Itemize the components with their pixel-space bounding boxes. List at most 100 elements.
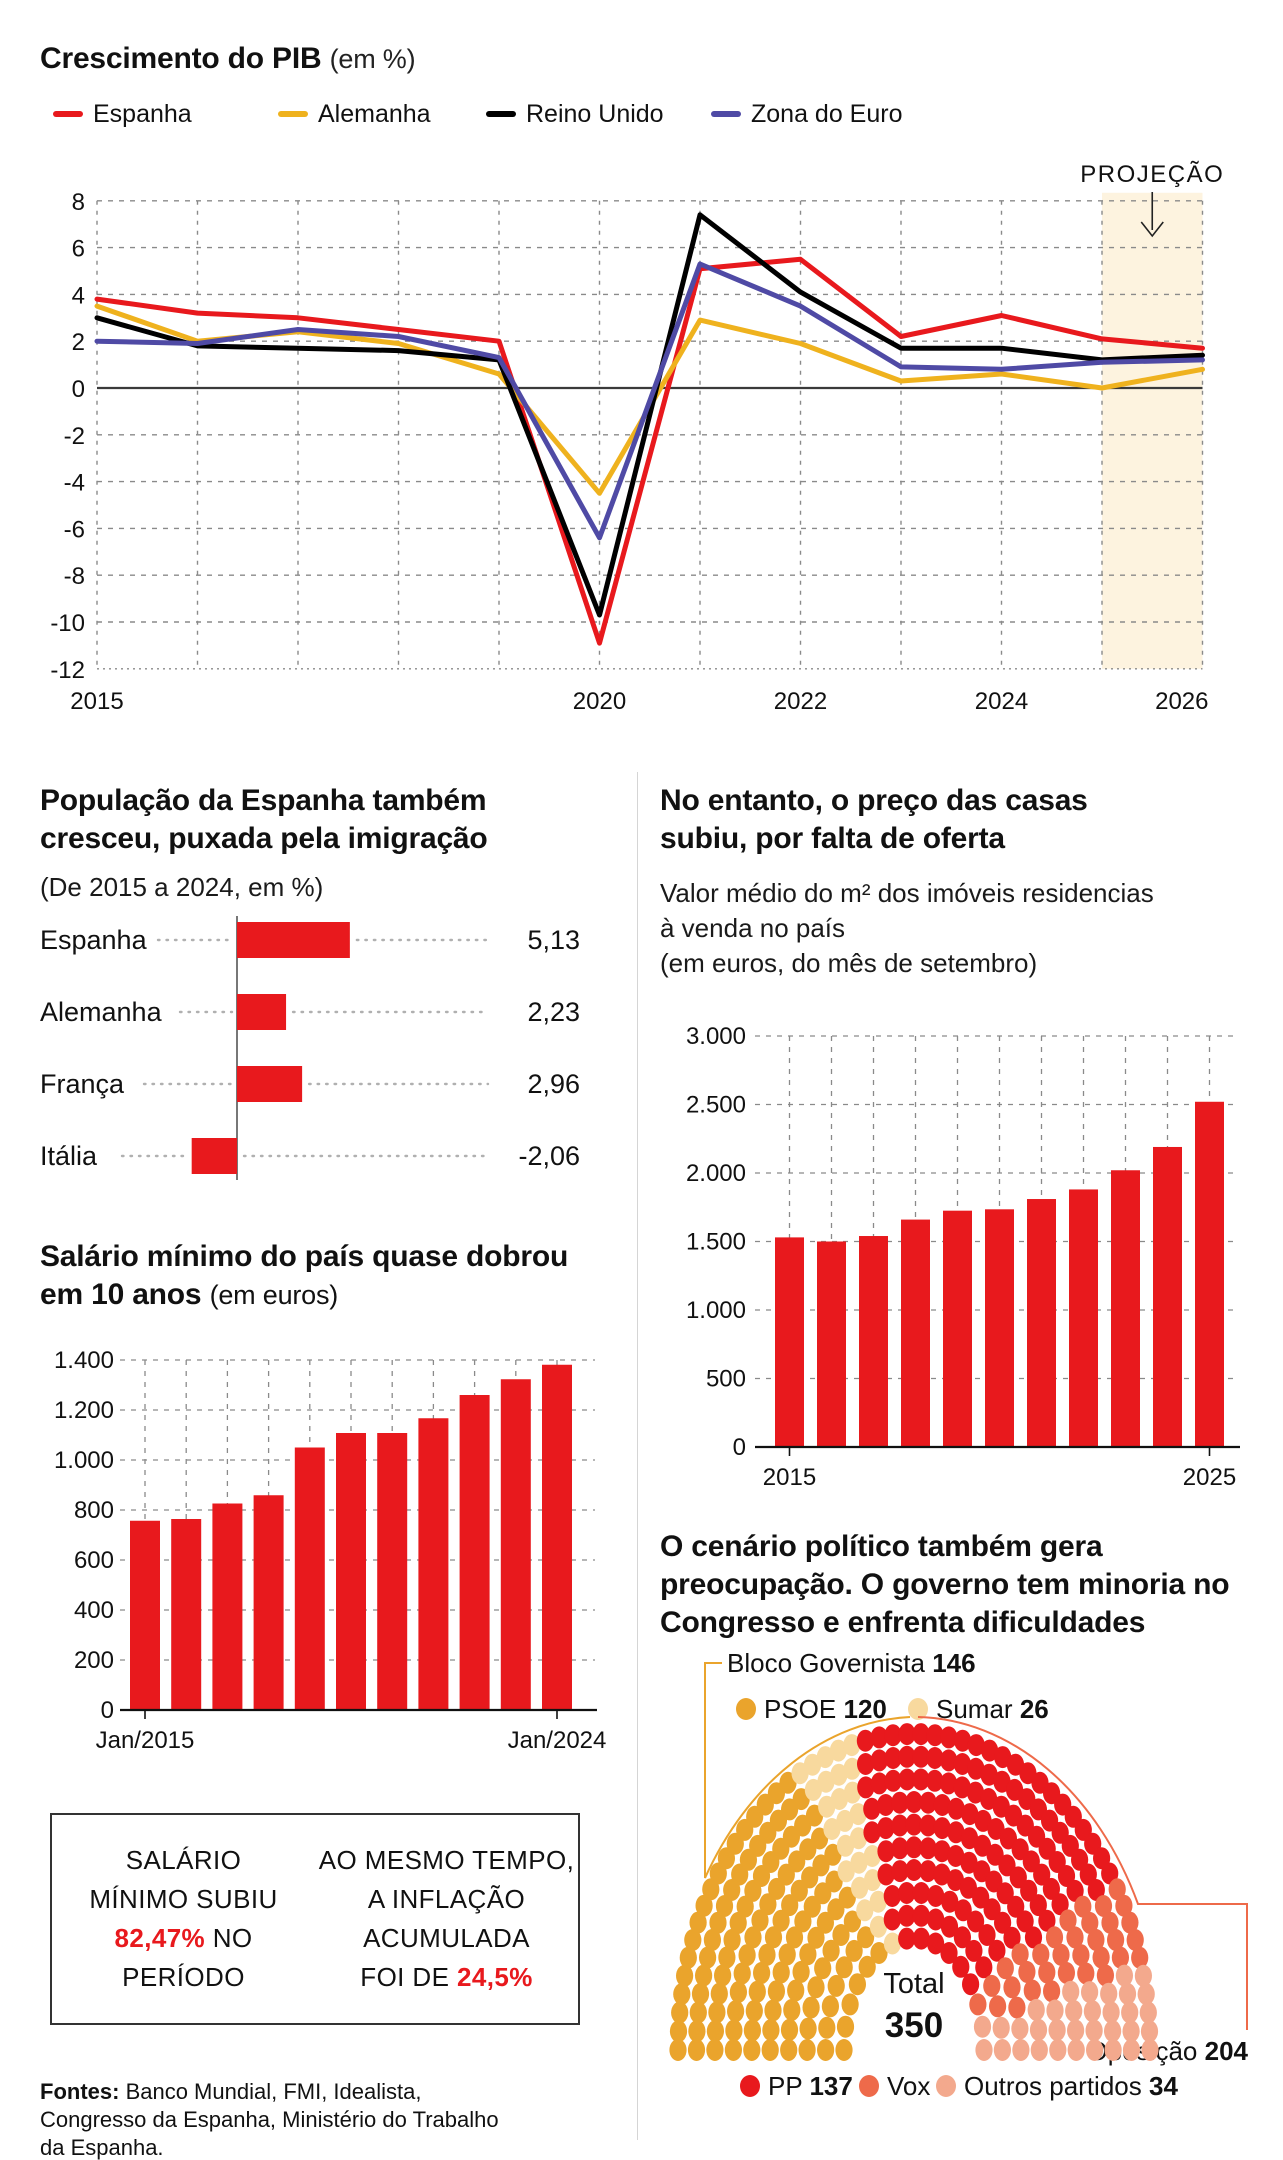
seat-dot <box>787 1979 805 2002</box>
seat-dot <box>1066 1879 1084 1902</box>
legend-item-reino-unido: Reino Unido <box>486 100 664 129</box>
seat-dot <box>884 1769 902 1792</box>
seat-dot <box>975 1956 993 1979</box>
seat-dot <box>689 2001 707 2024</box>
seat-dot <box>1083 2000 1101 2023</box>
seat-dot <box>843 1910 861 1933</box>
seat-dot <box>877 1840 895 1863</box>
seat-dot <box>817 1770 835 1793</box>
seat-dot <box>688 2020 706 2043</box>
seat-dot <box>836 1809 854 1832</box>
seat-dot <box>883 1885 901 1907</box>
gdp-line-chart: 8 6 4 2 0 -2 -4 -6 -8 -10 -12 2015 2020 2022 2024 2026 P… <box>50 161 1222 715</box>
sources-label: Fontes: <box>40 2079 120 2104</box>
seat-dot <box>849 1827 868 1850</box>
seat-dot <box>824 1843 842 1866</box>
housing-bar-chart: 3.000 2.500 2.000 1.500 1.000 500 0 2015 2025 <box>686 1023 1240 1491</box>
svg-text:-8: -8 <box>64 563 85 590</box>
wage-increase-value: 82,47% <box>114 1923 206 1953</box>
seat-dot <box>725 2019 743 2042</box>
bloc-label: Bloco Governista 146 <box>727 1648 976 1678</box>
seat-dot <box>1086 2039 1104 2061</box>
seat-dot <box>884 1724 902 1747</box>
series-line <box>94 256 1205 646</box>
vox-dot-icon <box>859 2075 879 2097</box>
seat-dot <box>832 1924 850 1946</box>
seat-dot <box>709 1911 727 1934</box>
seat-dot <box>827 1974 845 1997</box>
seat-dot <box>940 1915 959 1938</box>
seat-dot <box>724 2039 742 2061</box>
seat-dot <box>836 2015 855 2038</box>
seat-dot <box>1126 1929 1144 1951</box>
seat-dot <box>850 1851 868 1874</box>
seat-dot <box>816 1746 834 1769</box>
seat-dot <box>994 1911 1012 1934</box>
seat-dot <box>669 2039 687 2061</box>
seat-dot <box>762 2019 780 2042</box>
seat-dot <box>1107 1928 1125 1951</box>
seat-dot <box>863 1821 881 1844</box>
seat-dot <box>877 1794 895 1816</box>
espanha-line-swatch <box>53 111 83 117</box>
seat-dot <box>863 1797 881 1820</box>
seat-dot <box>987 1818 1005 1840</box>
svg-text:3.000: 3.000 <box>686 1023 746 1050</box>
alemanha-line-swatch <box>278 111 308 117</box>
total-value: 350 <box>885 2006 943 2045</box>
seat-dot <box>1011 1943 1029 1966</box>
seat-dot <box>1134 1964 1152 1987</box>
seat-dot <box>891 1814 909 1837</box>
seat-dot <box>1139 2001 1157 2024</box>
seat-dot <box>1045 1926 1064 1949</box>
seat-dot <box>1108 1878 1126 1901</box>
seat-dot <box>898 1882 916 1904</box>
svg-text:2: 2 <box>72 329 85 356</box>
seat-dot <box>843 1781 862 1804</box>
stat-inflation: AO MESMO TEMPO, A INFLAÇÃO ACUMULADA FOI… <box>318 1845 575 1992</box>
seat-dot <box>952 1955 970 1978</box>
seat-dot <box>1096 1964 1114 1987</box>
seat-dot <box>981 1739 999 1762</box>
bar <box>377 1433 408 1710</box>
seat-dot <box>798 2039 816 2061</box>
seat-dot <box>998 1854 1016 1877</box>
bar <box>336 1433 366 1710</box>
seat-dot <box>708 2001 726 2024</box>
seat-dot <box>1048 2019 1066 2042</box>
seat-dot <box>718 1946 736 1969</box>
bar <box>418 1418 449 1710</box>
seat-dot <box>818 2016 836 2039</box>
seat-dot <box>807 1976 825 1999</box>
seat-dot <box>989 1995 1007 2018</box>
svg-text:Jan/2024: Jan/2024 <box>508 1727 607 1754</box>
svg-text:2020: 2020 <box>573 688 626 715</box>
seat-dot <box>768 1877 786 1900</box>
seat-dot <box>926 1747 944 1769</box>
seat-dot <box>807 1926 825 1949</box>
seat-dot <box>973 2015 992 2038</box>
seat-dot <box>1101 1862 1119 1885</box>
bar <box>542 1364 572 1710</box>
seat-dot <box>1042 1877 1060 1900</box>
seat-dot <box>1062 1980 1080 2003</box>
seat-dot <box>967 1910 985 1933</box>
seat-dot <box>781 1894 799 1917</box>
seat-dot <box>835 1956 853 1979</box>
seat-dot <box>1087 1879 1105 1901</box>
seat-dot <box>764 1999 782 2022</box>
wage-title: Salário mínimo do país quase dobrou em 1… <box>40 1238 600 1314</box>
seat-dot <box>912 1904 930 1927</box>
bar <box>1069 1189 1098 1447</box>
seat-dot <box>780 2018 799 2041</box>
seat-dot <box>1009 1866 1027 1889</box>
seat-dot <box>1038 1961 1056 1984</box>
seat-dot <box>695 1894 713 1917</box>
pp-dot-icon <box>740 2075 760 2097</box>
seat-dot <box>702 1878 720 1901</box>
zona-do-euro-line-swatch <box>711 111 741 117</box>
seat-dot <box>898 1723 916 1746</box>
seat-dot <box>1018 1960 1036 1983</box>
seat-dot <box>858 1955 876 1978</box>
